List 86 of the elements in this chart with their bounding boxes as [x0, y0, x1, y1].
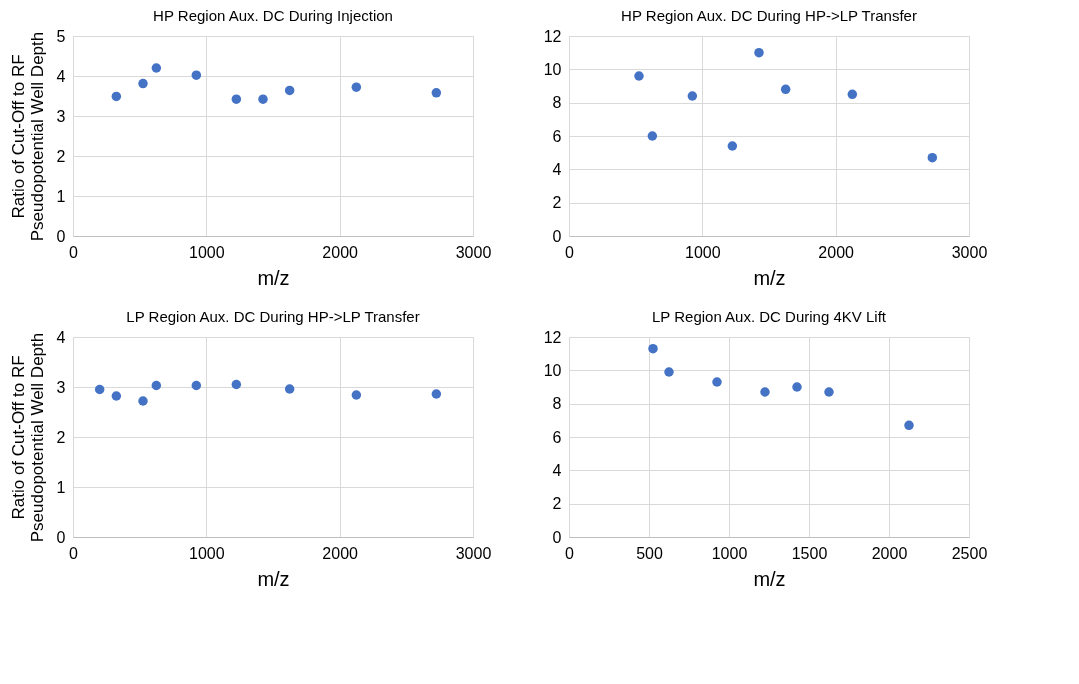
point	[431, 88, 442, 98]
y-tick-label: 2	[56, 147, 66, 165]
point	[760, 387, 770, 397]
point	[231, 94, 242, 104]
x-tick-label: 0	[69, 243, 79, 261]
point	[284, 384, 295, 394]
x-tick-label: 500	[636, 544, 663, 562]
x-tick-label: 1500	[791, 544, 828, 562]
point	[664, 367, 674, 377]
chart-title: HP Region Aux. DC During HP->LP Transfer	[621, 7, 917, 24]
y-tick-label: 8	[552, 94, 562, 112]
x-tick-label: 0	[565, 544, 575, 562]
y-tick-label: 4	[56, 67, 66, 85]
point	[634, 71, 644, 81]
point	[191, 70, 202, 80]
y-tick-label: 12	[543, 27, 562, 45]
x-tick-label: 1000	[189, 243, 225, 261]
point	[151, 63, 162, 73]
y-axis-title: Ratio of Cut-Off to RF Pseudopotential Well Depth	[8, 332, 47, 543]
x-axis-title: m/z	[257, 567, 290, 590]
y-tick-label: 8	[552, 395, 562, 413]
y-tick-label: 12	[543, 328, 562, 346]
chart-title: HP Region Aux. DC During Injection	[153, 7, 393, 24]
y-tick-label: 2	[56, 428, 66, 446]
x-axis-title: m/z	[753, 567, 786, 590]
x-tick-label: 0	[565, 243, 575, 261]
x-tick-label: 2000	[322, 544, 359, 562]
y-axis-title: Ratio of Cut-Off to RF Pseudopotential Well Depth	[8, 31, 47, 242]
y-tick-label: 6	[552, 127, 562, 145]
x-tick-label: 0	[69, 544, 79, 562]
y-tick-label: 5	[56, 27, 66, 45]
x-tick-label: 2000	[871, 544, 908, 562]
x-tick-label: 2500	[951, 544, 988, 562]
y-tick-label: 1	[56, 478, 66, 496]
y-tick-label: 10	[543, 361, 562, 379]
x-tick-label: 2000	[818, 243, 855, 261]
point	[111, 91, 122, 102]
y-tick-label: 4	[552, 160, 562, 178]
point	[780, 84, 791, 95]
point	[111, 391, 122, 401]
y-tick-label: 2	[552, 495, 562, 513]
point	[431, 389, 442, 399]
y-tick-label: 6	[552, 428, 562, 446]
y-tick-label: 3	[56, 378, 66, 396]
point	[284, 85, 295, 96]
y-tick-label: 0	[56, 227, 66, 245]
y-tick-label: 4	[56, 328, 66, 346]
x-axis-title: m/z	[753, 266, 786, 289]
point	[351, 82, 362, 92]
point	[191, 380, 202, 391]
y-tick-label: 2	[552, 194, 562, 212]
point	[824, 387, 834, 397]
point	[231, 379, 242, 390]
point	[94, 384, 105, 395]
point	[904, 420, 914, 431]
y-tick-label: 0	[56, 528, 66, 546]
y-tick-label: 4	[552, 461, 562, 479]
x-axis-title: m/z	[257, 266, 290, 289]
point	[151, 380, 162, 391]
point	[258, 94, 268, 104]
y-tick-label: 0	[552, 528, 562, 546]
point	[754, 47, 764, 58]
x-tick-label: 1000	[189, 544, 225, 562]
chart-title: LP Region Aux. DC During 4KV Lift	[651, 308, 887, 325]
point	[138, 396, 148, 406]
point	[792, 382, 802, 392]
point	[687, 91, 698, 101]
point	[648, 343, 658, 354]
y-tick-label: 10	[543, 60, 562, 78]
x-tick-label: 1000	[685, 243, 721, 261]
y-tick-label: 0	[552, 227, 562, 245]
point	[138, 78, 148, 89]
x-tick-label: 1000	[711, 544, 748, 562]
chart-title: LP Region Aux. DC During HP->LP Transfer	[126, 308, 420, 325]
y-tick-label: 1	[56, 187, 66, 205]
point	[847, 89, 858, 100]
y-tick-label: 3	[56, 107, 66, 125]
point	[727, 141, 738, 151]
x-tick-label: 3000	[951, 243, 988, 261]
x-tick-label: 3000	[455, 544, 492, 562]
point	[647, 131, 658, 141]
point	[712, 377, 722, 387]
x-tick-label: 3000	[455, 243, 492, 261]
point	[351, 390, 362, 400]
point	[927, 152, 938, 163]
x-tick-label: 2000	[322, 243, 359, 261]
